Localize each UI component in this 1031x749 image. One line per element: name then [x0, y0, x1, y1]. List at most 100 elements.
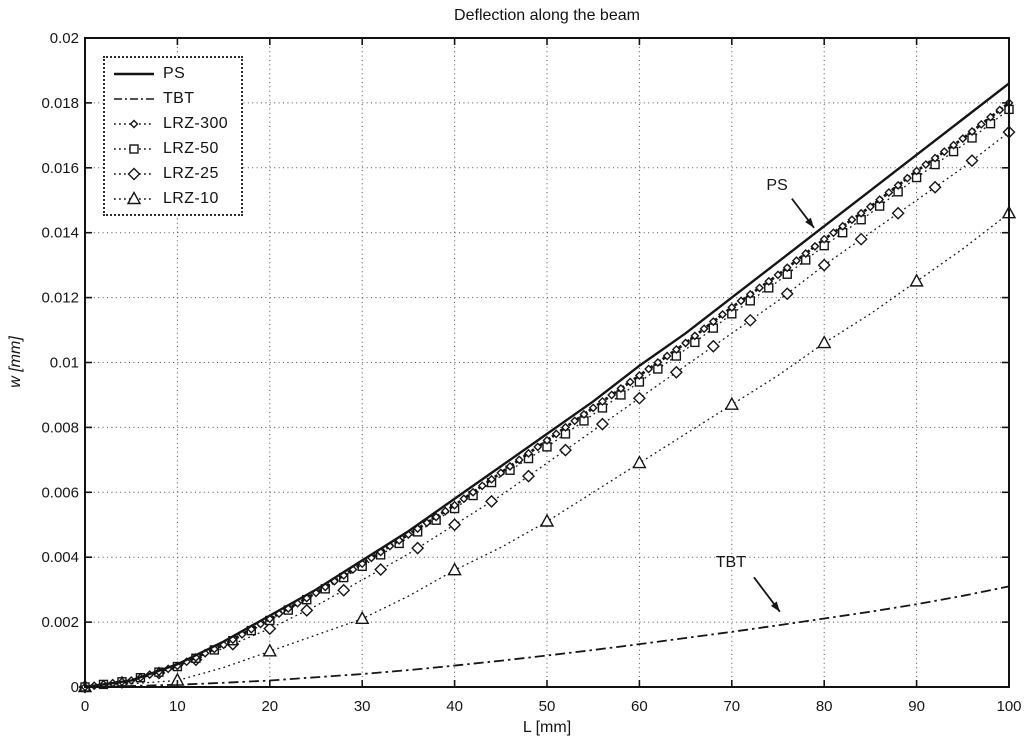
marker-diamond-small — [755, 283, 765, 293]
marker-diamond-small — [902, 173, 912, 183]
x-axis-label: L [mm] — [522, 719, 572, 736]
legend-entry: LRZ-25 — [112, 163, 241, 185]
legend-sample-TBT — [114, 97, 154, 100]
legend-entry: LRZ-50 — [112, 138, 241, 160]
marker-diamond-small — [856, 208, 866, 218]
series-TBT — [84, 585, 1010, 688]
legend-label: LRZ-300 — [163, 114, 229, 132]
marker-diamond-small — [764, 276, 774, 286]
marker-diamond-small — [773, 270, 783, 280]
x-tick-label: 40 — [446, 698, 463, 715]
annotation-arrow-head — [770, 601, 780, 612]
annotation-arrow-head — [805, 217, 815, 228]
marker-triangle — [126, 190, 142, 204]
marker-diamond-small — [949, 140, 959, 150]
legend: PS TBT LRZ-300 LRZ-50 LRZ-25 LRZ-10 — [103, 56, 243, 216]
marker-diamond — [485, 494, 499, 508]
marker-diamond — [558, 443, 572, 457]
marker-diamond — [780, 287, 794, 301]
marker-diamond — [337, 583, 351, 597]
marker-diamond-small — [884, 187, 894, 197]
marker-diamond-small — [634, 370, 644, 380]
legend-entry: LRZ-10 — [112, 188, 241, 210]
marker-diamond — [891, 206, 905, 220]
marker-diamond — [300, 603, 314, 617]
marker-triangle — [355, 610, 370, 625]
legend-label: PS — [163, 64, 186, 82]
marker-diamond-small — [708, 317, 718, 327]
marker-diamond-small — [505, 461, 515, 471]
marker-diamond-small — [129, 119, 139, 128]
marker-triangle — [539, 513, 555, 527]
marker-diamond-small — [625, 377, 635, 387]
marker-diamond-small — [588, 403, 598, 413]
marker-triangle — [724, 396, 739, 410]
marker-diamond-small — [496, 468, 506, 478]
series-line — [84, 212, 1010, 688]
marker-diamond — [411, 541, 425, 555]
x-tick-label: 90 — [908, 698, 925, 715]
series-LRZ-300 — [80, 98, 1014, 692]
marker-diamond-small — [976, 119, 986, 129]
marker-diamond — [817, 258, 831, 272]
marker-diamond-small — [745, 289, 755, 299]
marker-diamond-small — [671, 345, 681, 355]
marker-diamond-small — [681, 338, 691, 348]
marker-diamond-small — [607, 390, 617, 400]
legend-entry: PS — [112, 63, 241, 85]
y-tick-label: 0.018 — [41, 95, 79, 112]
marker-diamond-small — [930, 153, 940, 163]
annotation-text: TBT — [716, 554, 746, 571]
marker-diamond — [127, 167, 141, 180]
series-line — [84, 585, 1010, 688]
marker-diamond-small — [514, 455, 524, 465]
marker-diamond — [374, 563, 388, 577]
marker-diamond-small — [819, 234, 829, 244]
marker-triangle — [262, 643, 277, 657]
marker-diamond — [706, 339, 720, 353]
legend-sample-LRZ-25 — [114, 167, 154, 180]
marker-diamond-small — [431, 512, 441, 522]
chart-title: Deflection along the beam — [454, 7, 640, 24]
x-tick-label: 60 — [631, 698, 648, 715]
legend-label: LRZ-25 — [163, 164, 219, 182]
marker-diamond-small — [524, 448, 534, 458]
marker-diamond-small — [958, 134, 968, 144]
series-line — [84, 131, 1010, 688]
marker-diamond-small — [579, 409, 589, 419]
marker-diamond-small — [782, 263, 792, 273]
marker-diamond — [263, 622, 277, 636]
marker-triangle — [632, 455, 647, 469]
marker-diamond-small — [912, 166, 922, 176]
y-tick-label: 0.012 — [41, 290, 79, 307]
x-tick-label: 10 — [169, 698, 186, 715]
marker-diamond-small — [699, 324, 709, 334]
marker-diamond — [448, 518, 462, 532]
marker-diamond-small — [801, 248, 811, 258]
marker-diamond-small — [440, 506, 450, 516]
marker-triangle — [909, 273, 924, 287]
marker-triangle — [817, 335, 832, 349]
marker-diamond — [743, 313, 757, 327]
marker-diamond-small — [560, 422, 570, 432]
marker-diamond-small — [662, 351, 672, 361]
marker-square — [129, 143, 139, 154]
legend-sample-LRZ-300 — [114, 119, 154, 128]
marker-diamond — [595, 417, 609, 431]
marker-diamond — [522, 469, 536, 483]
x-tick-label: 30 — [354, 698, 371, 715]
marker-diamond-small — [865, 202, 875, 212]
annotation-text: PS — [766, 177, 787, 194]
marker-diamond-small — [422, 518, 432, 528]
y-tick-label: 0.01 — [50, 355, 79, 372]
marker-diamond-small — [653, 358, 663, 367]
y-tick-label: 0.014 — [41, 225, 79, 242]
y-tick-label: 0.004 — [41, 549, 79, 566]
marker-diamond-small — [690, 331, 700, 341]
marker-diamond-small — [551, 429, 561, 439]
marker-diamond-small — [597, 396, 607, 406]
legend-sample-LRZ-50 — [114, 143, 154, 154]
plot-border — [84, 37, 1010, 688]
y-tick-label: 0.016 — [41, 160, 79, 177]
marker-diamond-small — [616, 383, 626, 393]
